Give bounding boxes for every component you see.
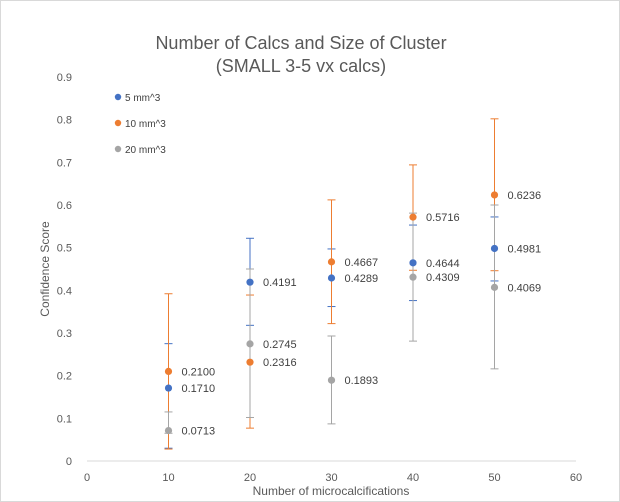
y-axis-title: Confidence Score — [38, 221, 52, 317]
data-label: 0.6236 — [508, 190, 542, 202]
data-point — [164, 367, 173, 375]
axes: 0 10 20 30 40 50 60 0 0.1 0.2 0.3 0.4 0.5 0.6 0.7 0.8 0.… — [57, 72, 582, 484]
legend-label: 20 mm^3 — [125, 145, 166, 156]
data-point — [409, 213, 417, 221]
y-tick-label: 0.6 — [57, 200, 72, 212]
data-label: 0.2745 — [263, 339, 297, 351]
data-point — [409, 259, 417, 267]
data-label: 0.5716 — [426, 212, 460, 224]
data-point — [246, 358, 254, 366]
data-point — [409, 273, 417, 281]
data-label: 0.4289 — [345, 273, 379, 285]
data-label: 0.4309 — [426, 272, 460, 284]
data-point — [490, 191, 499, 199]
series-points — [164, 191, 499, 375]
y-tick-label: 0.5 — [57, 243, 72, 255]
legend-marker — [114, 145, 122, 153]
legend-marker — [114, 93, 122, 101]
x-tick-label: 50 — [488, 472, 500, 484]
chart-title-line-1: Number of Calcs and Size of Cluster — [155, 33, 446, 53]
y-tick-label: 0 — [66, 456, 72, 468]
data-point — [490, 244, 499, 253]
y-tick-label: 0.2 — [57, 371, 72, 383]
legend-marker — [114, 119, 122, 127]
y-tick-label: 0.1 — [57, 413, 72, 425]
x-tick-label: 10 — [162, 472, 174, 484]
data-point — [246, 278, 254, 286]
x-tick-label: 60 — [570, 472, 582, 484]
data-label: 0.2316 — [263, 357, 297, 369]
plot-series: 0.1710 0.4191 0.4289 0.4644 0.4981 0.2100 0.23… — [164, 118, 542, 450]
data-label: 0.2100 — [182, 366, 216, 378]
y-tick-label: 0.9 — [57, 72, 72, 84]
x-tick-label: 40 — [407, 472, 419, 484]
legend-label: 5 mm^3 — [125, 93, 161, 104]
series-data-labels: 0.1710 0.4191 0.4289 0.4644 0.4981 — [182, 243, 542, 395]
data-label: 0.4191 — [263, 277, 297, 289]
series-data-labels: 0.2100 0.2316 0.4667 0.5716 0.6236 — [182, 190, 542, 378]
legend-label: 10 mm^3 — [125, 119, 166, 130]
x-tick-label: 20 — [244, 472, 256, 484]
data-label: 0.0713 — [182, 426, 216, 438]
data-label: 0.4644 — [426, 258, 460, 270]
series-points — [164, 273, 499, 435]
data-point — [164, 384, 173, 392]
legend: 5 mm^3 10 mm^3 20 mm^3 — [114, 93, 166, 156]
data-label: 0.4069 — [508, 282, 542, 294]
series-data-labels: 0.0713 0.2745 0.1893 0.4309 0.4069 — [182, 272, 542, 437]
x-axis-title: Number of microcalcifications — [253, 484, 410, 498]
data-point — [246, 340, 254, 348]
data-point — [327, 274, 336, 282]
y-tick-label: 0.4 — [57, 285, 72, 297]
x-tick-label: 30 — [325, 472, 337, 484]
y-tick-label: 0.7 — [57, 157, 72, 169]
data-label: 0.1893 — [345, 375, 379, 387]
data-point — [327, 258, 336, 266]
data-point — [164, 426, 173, 435]
chart-title-line-2: (SMALL 3-5 vx calcs) — [216, 56, 386, 76]
y-tick-label: 0.8 — [57, 115, 72, 127]
data-point — [327, 376, 336, 384]
x-tick-label: 0 — [84, 472, 90, 484]
series-points — [164, 244, 499, 392]
data-label: 0.4667 — [345, 257, 379, 269]
data-point — [490, 283, 499, 291]
data-label: 0.4981 — [508, 243, 542, 255]
y-tick-label: 0.3 — [57, 328, 72, 340]
data-label: 0.1710 — [182, 383, 216, 395]
